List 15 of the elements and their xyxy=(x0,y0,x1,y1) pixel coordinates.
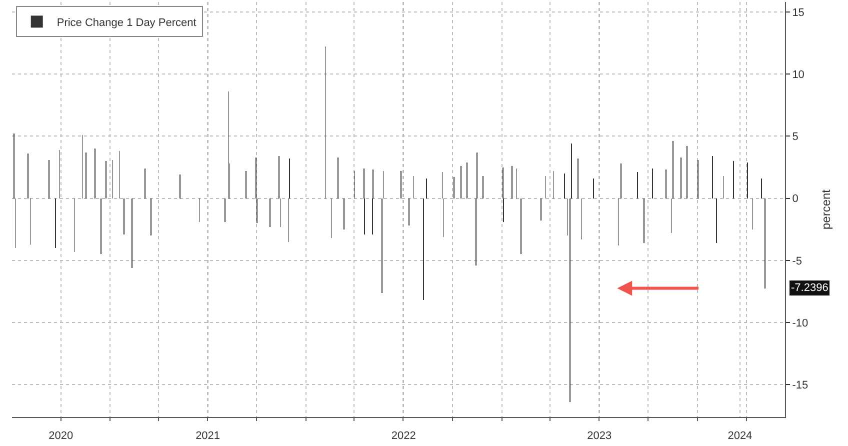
y-tick-label: -5 xyxy=(792,255,802,268)
x-tick-label: 2023 xyxy=(587,430,612,442)
y-tick-label: 0 xyxy=(792,193,798,206)
y-axis-title: percent xyxy=(819,188,834,230)
annotation: -7.2396 xyxy=(791,282,828,294)
y-tick-label: 10 xyxy=(792,68,804,81)
x-tick-label: 2024 xyxy=(728,430,752,442)
legend-label: Price Change 1 Day Percent xyxy=(56,16,196,29)
x-tick-label: 2020 xyxy=(48,430,74,442)
y-tick-label: -10 xyxy=(792,317,808,330)
y-tick-label: -15 xyxy=(792,380,808,392)
y-tick-label: 15 xyxy=(792,6,804,19)
x-tick-label: 2022 xyxy=(391,430,416,442)
y-tick-label: 5 xyxy=(792,131,798,144)
x-tick-label: 2021 xyxy=(196,430,220,442)
